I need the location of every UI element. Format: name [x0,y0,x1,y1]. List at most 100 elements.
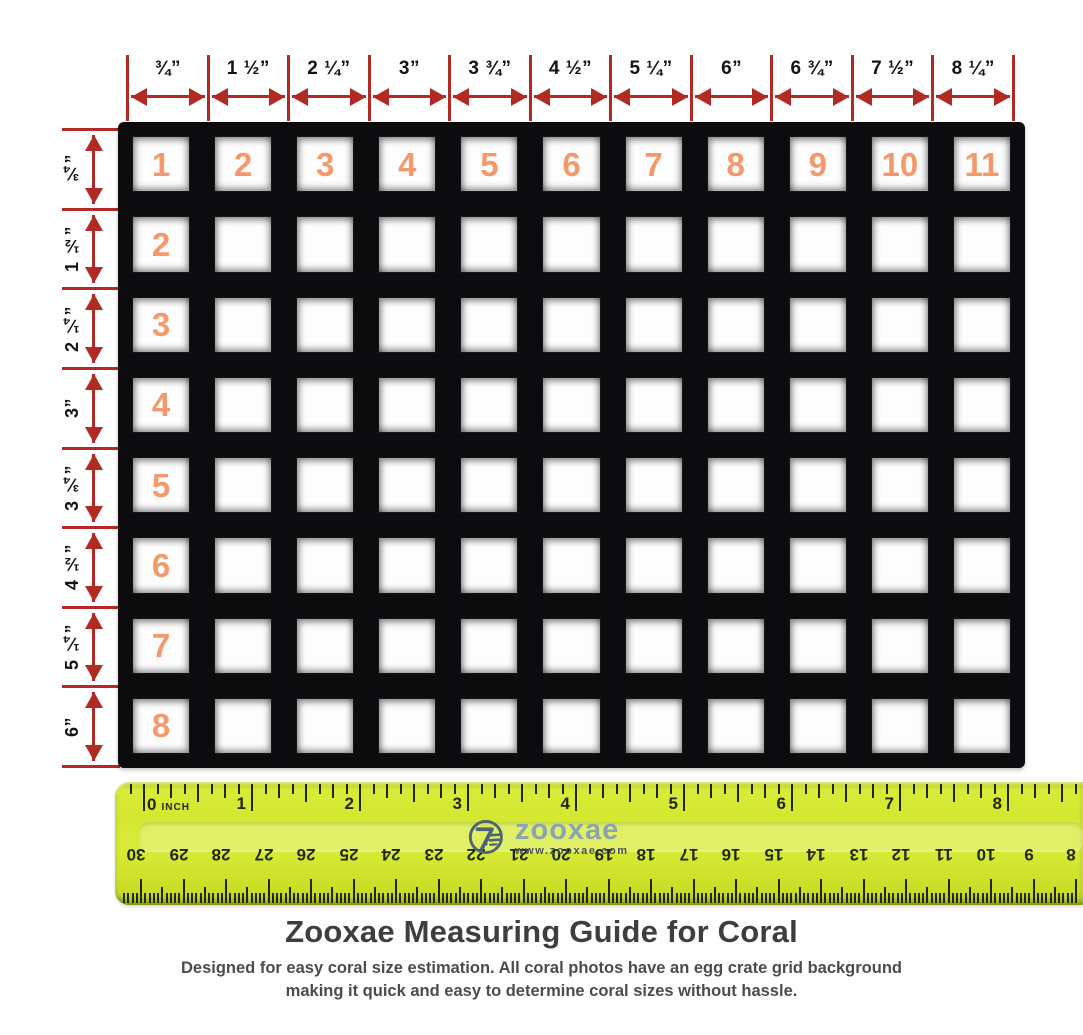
cm-tick-mark [420,893,423,903]
inch-tick-mark [143,784,145,811]
grid-cell [296,457,355,514]
cm-tick-mark [450,893,453,903]
inch-tick-mark [764,784,766,798]
double-arrow-horizontal [453,95,527,98]
grid-cell [952,376,1011,433]
cm-tick-mark [628,887,631,903]
cm-tick-mark [739,893,742,903]
cm-tick-mark [259,893,261,903]
cm-tick-mark [441,893,444,903]
cm-tick-mark [1070,893,1073,903]
cm-tick-mark [764,893,767,903]
cm-tick-mark [348,893,351,903]
measure-label: 2 ¼” [307,58,351,79]
inch-zero: 0 [147,795,157,814]
inch-tick-mark [521,784,523,802]
cm-tick-mark [603,893,606,903]
subtitle-line-2: making it quick and easy to determine co… [285,982,798,1001]
cm-tick-mark [837,893,839,903]
measure-segment-top: 4 ½” [528,55,610,121]
cm-tick-mark [399,893,402,903]
cm-tick-mark [501,887,504,903]
cm-tick-mark [412,893,414,903]
cm-tick-mark [386,893,389,903]
inch-tick-mark [791,784,793,811]
inch-unit: INCH [161,802,190,813]
measure-segment-left: 3” [62,366,120,447]
cm-tick-mark [722,893,725,903]
cm-tick-mark [378,893,380,903]
measure-label: 6” [721,58,743,79]
cm-tick-mark [403,893,406,903]
cm-tick-mark [1007,893,1009,903]
grid-cell [214,296,273,353]
double-arrow-vertical [92,533,95,602]
double-arrow-horizontal [292,95,366,98]
inch-tick-mark [507,784,510,794]
grid-cell [214,457,273,514]
double-arrow-vertical [92,612,95,682]
measure-segment-top: 3 ¾” [448,55,529,121]
measure-segment-left: ¾” [62,128,120,208]
grid-cell [706,537,765,594]
cm-tick-mark [858,893,861,903]
cm-tick-mark [756,887,759,903]
cm-tick-mark [284,893,287,903]
measure-segment-top: 3” [367,55,449,121]
measure-segment-top: 1 ½” [206,55,288,121]
grid-cell [624,296,683,353]
cm-number: 16 [721,845,741,864]
grid-cell [214,216,273,273]
cm-tick-mark [1066,893,1069,903]
grid-cell-number: 5 [151,466,171,504]
double-arrow-horizontal [614,95,688,98]
inch-tick-mark [1061,784,1063,802]
cm-tick-mark [1024,893,1026,903]
inch-number: 4 [560,794,570,813]
cm-tick-mark [577,893,580,903]
grid-cell [706,376,765,433]
grid-cell: 4 [378,136,437,193]
cm-tick-mark [786,893,788,903]
zooxae-logo-icon [468,819,503,854]
grid-cell [378,457,437,514]
measure-label: 5 ¼” [629,58,673,79]
cm-tick-mark [548,893,550,903]
inch-tick-mark [224,784,226,798]
inch-tick-mark [1007,784,1009,811]
grid-cell [706,296,765,353]
cm-tick-mark [981,893,984,903]
cm-tick-mark [182,879,185,903]
measure-segment-top: 6” [689,55,771,121]
cm-tick-mark [590,893,593,903]
grid-cell: 11 [952,136,1011,193]
cm-tick-mark [225,879,227,903]
grid-cell [214,617,273,674]
egg-crate-grid: 1 2 3 4 5 6 7 8 9 10 11 2 3 4 5 6 7 8 [118,122,1025,768]
cm-tick-mark [1053,887,1056,903]
cm-tick-mark [552,893,555,903]
inch-tick-mark [399,784,402,794]
cm-tick-mark [658,893,661,903]
cm-tick-mark [1075,879,1077,903]
measure-segment-top: ¾” [126,55,207,121]
grid-cell [296,697,355,754]
grid-cell-number: 7 [151,627,171,665]
cm-number: 10 [976,845,996,864]
cm-tick-mark [985,893,988,903]
cm-tick-mark [1019,893,1022,903]
cm-tick-mark [361,893,363,903]
cm-tick-mark [641,893,644,903]
cm-tick-mark [794,893,797,903]
cm-tick-mark [820,879,822,903]
cm-number: 24 [381,845,401,864]
double-arrow-horizontal [211,95,286,98]
grid-cell [952,697,1011,754]
inch-tick-mark [1034,784,1036,798]
grid-cell [624,216,683,273]
cm-tick-mark [968,887,971,903]
grid-cell-number: 1 [151,145,171,183]
cm-tick-mark [883,887,886,903]
cm-tick-mark [947,879,950,903]
cm-tick-mark [611,893,614,903]
